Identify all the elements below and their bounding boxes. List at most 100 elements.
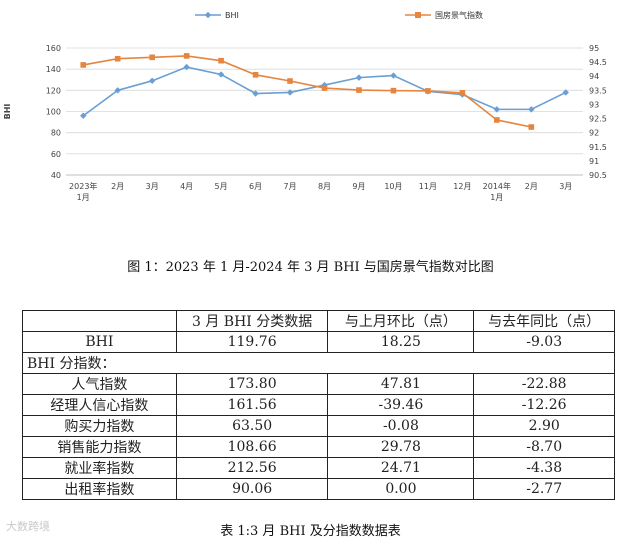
table-cell: 购买力指数 — [22, 415, 177, 437]
data-point — [218, 57, 224, 64]
x-tick-label-line: 2月 — [111, 182, 124, 191]
legend-marker — [204, 11, 212, 19]
y-tick-label: 160 — [46, 44, 61, 53]
y-tick-label: 80 — [51, 129, 61, 138]
x-tick-label: 12月 — [453, 182, 471, 191]
x-tick-label: 6月 — [249, 182, 262, 191]
chart: 40 60 80 100 120 140 160 90.5 91 91.5 92 92.5 93 93.5… — [3, 10, 607, 202]
gridlines — [66, 47, 583, 176]
y-tick-label: 100 — [46, 108, 61, 117]
table-row: 购买力指数 63.50 -0.08 2.90 — [22, 415, 615, 437]
x-tick-label: 2月 — [111, 182, 124, 191]
x-tick-label-line: 10月 — [384, 182, 402, 191]
table-cell: 108.66 — [175, 436, 329, 458]
table-row: 销售能力指数 108.66 29.78 -8.70 — [22, 436, 615, 458]
data-point — [321, 81, 328, 89]
data-point — [252, 72, 259, 78]
x-tick-label-line: 5月 — [215, 182, 228, 191]
table-cell: -22.88 — [473, 373, 615, 395]
data-point — [183, 63, 190, 71]
y-tick-label: 140 — [46, 65, 61, 74]
table-cell: BHI — [22, 331, 177, 353]
x-tick-label-line: 12月 — [453, 182, 471, 191]
y2-tick-label: 94.5 — [589, 58, 607, 67]
table-cell: 29.78 — [327, 436, 475, 458]
data-point — [287, 78, 293, 84]
table-row-bhi: BHI 119.76 18.25 -9.03 — [22, 331, 615, 353]
table-cell: 173.80 — [175, 373, 329, 395]
table-cell: 2.90 — [473, 415, 615, 437]
series — [80, 53, 569, 130]
data-point — [114, 55, 121, 62]
y2-tick-label: 92.5 — [589, 115, 607, 124]
x-tick-label: 4月 — [180, 182, 193, 191]
data-point — [562, 89, 569, 96]
table-cell: 18.25 — [327, 331, 475, 353]
x-tick-label: 3月 — [559, 182, 572, 191]
x-tick-label-line: 3月 — [146, 182, 159, 191]
table-cell: -0.08 — [327, 415, 475, 437]
table-cell: 24.71 — [327, 457, 475, 479]
data-point — [80, 62, 87, 68]
x-tick-label-line: 9月 — [352, 182, 365, 191]
y2-tick-label: 91.5 — [589, 143, 607, 152]
data-point — [493, 106, 501, 113]
y2-tick-label: 93.5 — [589, 86, 607, 95]
series-line — [82, 66, 567, 117]
legend: BHI 国房景气指数 — [195, 10, 483, 20]
y2-tick-label: 95 — [589, 44, 599, 53]
x-tick-label-line: 6月 — [249, 182, 262, 191]
table-header-cell: 3 月 BHI 分类数据 — [175, 310, 329, 332]
data-point — [528, 106, 535, 113]
table-row: 出租率指数 90.06 0.00 -2.77 — [22, 478, 615, 500]
table-header-cell — [22, 310, 177, 332]
data-point — [356, 87, 362, 93]
x-tick-label: 5月 — [215, 182, 228, 191]
table-section-label: BHI 分指数： — [22, 352, 615, 374]
table-header-cell: 与上月环比（点） — [327, 310, 475, 332]
y2-tick-label: 93 — [589, 100, 599, 109]
x-tick-label: 2014年 1月 — [483, 181, 511, 202]
table-section-row: BHI 分指数： — [22, 352, 615, 374]
data-point — [390, 72, 397, 79]
data-point — [148, 77, 156, 85]
table-row: 经理人信心指数 161.56 -39.46 -12.26 — [22, 394, 615, 416]
x-tick-label-line: 2014年 — [483, 181, 511, 191]
y-tick-label: 60 — [51, 150, 61, 159]
y2-tick-label: 91 — [589, 157, 599, 166]
data-point — [528, 124, 535, 130]
table-cell: 119.76 — [175, 331, 329, 353]
x-tick-label: 8月 — [318, 182, 331, 191]
x-tick-label-line: 11月 — [419, 182, 437, 191]
table-cell: 161.56 — [175, 394, 329, 416]
table-cell: 销售能力指数 — [22, 436, 177, 458]
series-line — [83, 55, 532, 128]
x-tick-label-line: 1月 — [490, 193, 503, 202]
x-tick-label: 2月 — [525, 182, 538, 191]
table-cell: 63.50 — [175, 415, 329, 437]
table-header-row: 3 月 BHI 分类数据 与上月环比（点） 与去年同比（点） — [22, 310, 615, 332]
axes: 40 60 80 100 120 140 160 90.5 91 91.5 92 92.5 93 93.5… — [3, 44, 607, 202]
table-cell: 经理人信心指数 — [22, 394, 177, 416]
data-point — [114, 87, 121, 94]
y2-tick-label: 92 — [589, 129, 599, 138]
x-tick-label-line: 1月 — [77, 193, 90, 202]
data-point — [286, 89, 294, 96]
table-cell: 就业率指数 — [22, 457, 177, 479]
x-tick-label-line: 2023年 — [69, 181, 97, 191]
x-tick-label-line: 2月 — [525, 182, 538, 191]
table-cell: 人气指数 — [22, 373, 177, 395]
x-tick-label: 3月 — [146, 182, 159, 191]
y2-tick-label: 94 — [589, 72, 599, 81]
y-tick-label: 40 — [51, 171, 61, 180]
table-row: 就业率指数 212.56 24.71 -4.38 — [22, 457, 615, 479]
table-cell: -39.46 — [327, 394, 475, 416]
x-tick-label: 7月 — [283, 182, 296, 191]
watermark-logo: 大数跨境 — [6, 520, 50, 533]
table-cell: 212.56 — [175, 457, 329, 479]
legend-marker — [415, 12, 421, 18]
x-tick-label-line: 3月 — [559, 182, 572, 191]
table-cell: -2.77 — [473, 478, 615, 500]
bhi-data-table: 3 月 BHI 分类数据 与上月环比（点） 与去年同比（点） BHI 119.7… — [22, 310, 615, 500]
table-cell: 出租率指数 — [22, 478, 177, 500]
